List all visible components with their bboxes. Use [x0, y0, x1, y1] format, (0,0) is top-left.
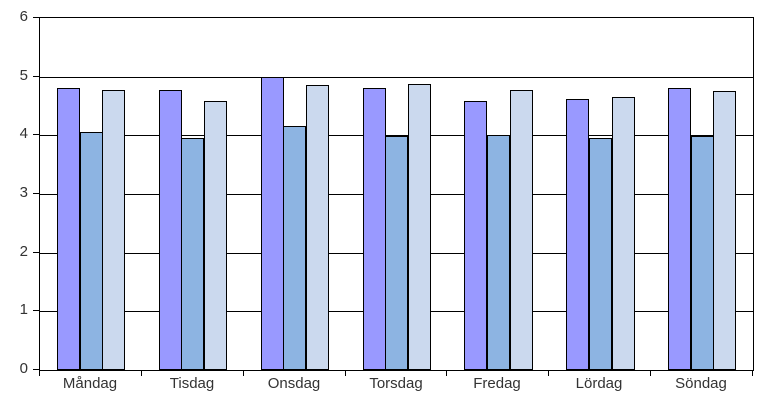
y-axis-tick — [33, 17, 39, 18]
gridline — [40, 77, 753, 78]
y-axis-tick — [33, 134, 39, 135]
y-tick-label: 1 — [19, 301, 28, 318]
y-tick-label: 0 — [19, 360, 28, 377]
y-axis-tick — [33, 369, 39, 370]
y-tick-label: 3 — [19, 184, 28, 201]
y-axis-tick — [33, 76, 39, 77]
x-axis-tick — [752, 370, 753, 376]
x-category-label: Tisdag — [169, 375, 215, 392]
y-tick-label: 4 — [19, 125, 28, 142]
x-axis-tick — [650, 370, 651, 376]
y-tick-label: 5 — [19, 67, 28, 84]
y-axis-tick — [33, 193, 39, 194]
x-axis-tick — [548, 370, 549, 376]
bar — [57, 88, 80, 370]
bar — [306, 85, 329, 370]
x-category-label: Torsdag — [369, 375, 423, 392]
gridline — [40, 135, 753, 136]
bar — [204, 101, 227, 370]
x-category-label: Fredag — [473, 375, 521, 392]
plot-area — [39, 17, 754, 371]
x-category-label: Måndag — [62, 375, 118, 392]
bar — [261, 77, 284, 370]
x-category-label: Lördag — [575, 375, 623, 392]
bar — [713, 91, 736, 370]
bar — [408, 84, 431, 370]
x-axis-tick — [345, 370, 346, 376]
y-axis-tick — [33, 252, 39, 253]
bar — [691, 136, 714, 370]
x-axis-tick — [243, 370, 244, 376]
bar — [181, 138, 204, 370]
bar — [612, 97, 635, 370]
bar — [566, 99, 589, 370]
y-tick-label: 2 — [19, 243, 28, 260]
bar — [668, 88, 691, 370]
x-category-label: Söndag — [675, 375, 727, 392]
y-tick-label: 6 — [19, 8, 28, 25]
x-category-label: Onsdag — [267, 375, 321, 392]
bar — [487, 135, 510, 370]
x-axis-tick — [446, 370, 447, 376]
bar — [80, 132, 103, 370]
bar — [159, 90, 182, 370]
bar — [589, 138, 612, 370]
bar — [385, 136, 408, 370]
y-axis-tick — [33, 310, 39, 311]
x-axis-tick — [141, 370, 142, 376]
x-axis-tick — [39, 370, 40, 376]
bar — [283, 126, 306, 370]
bar — [464, 101, 487, 370]
bar — [363, 88, 386, 370]
bar — [102, 90, 125, 370]
bar — [510, 90, 533, 370]
